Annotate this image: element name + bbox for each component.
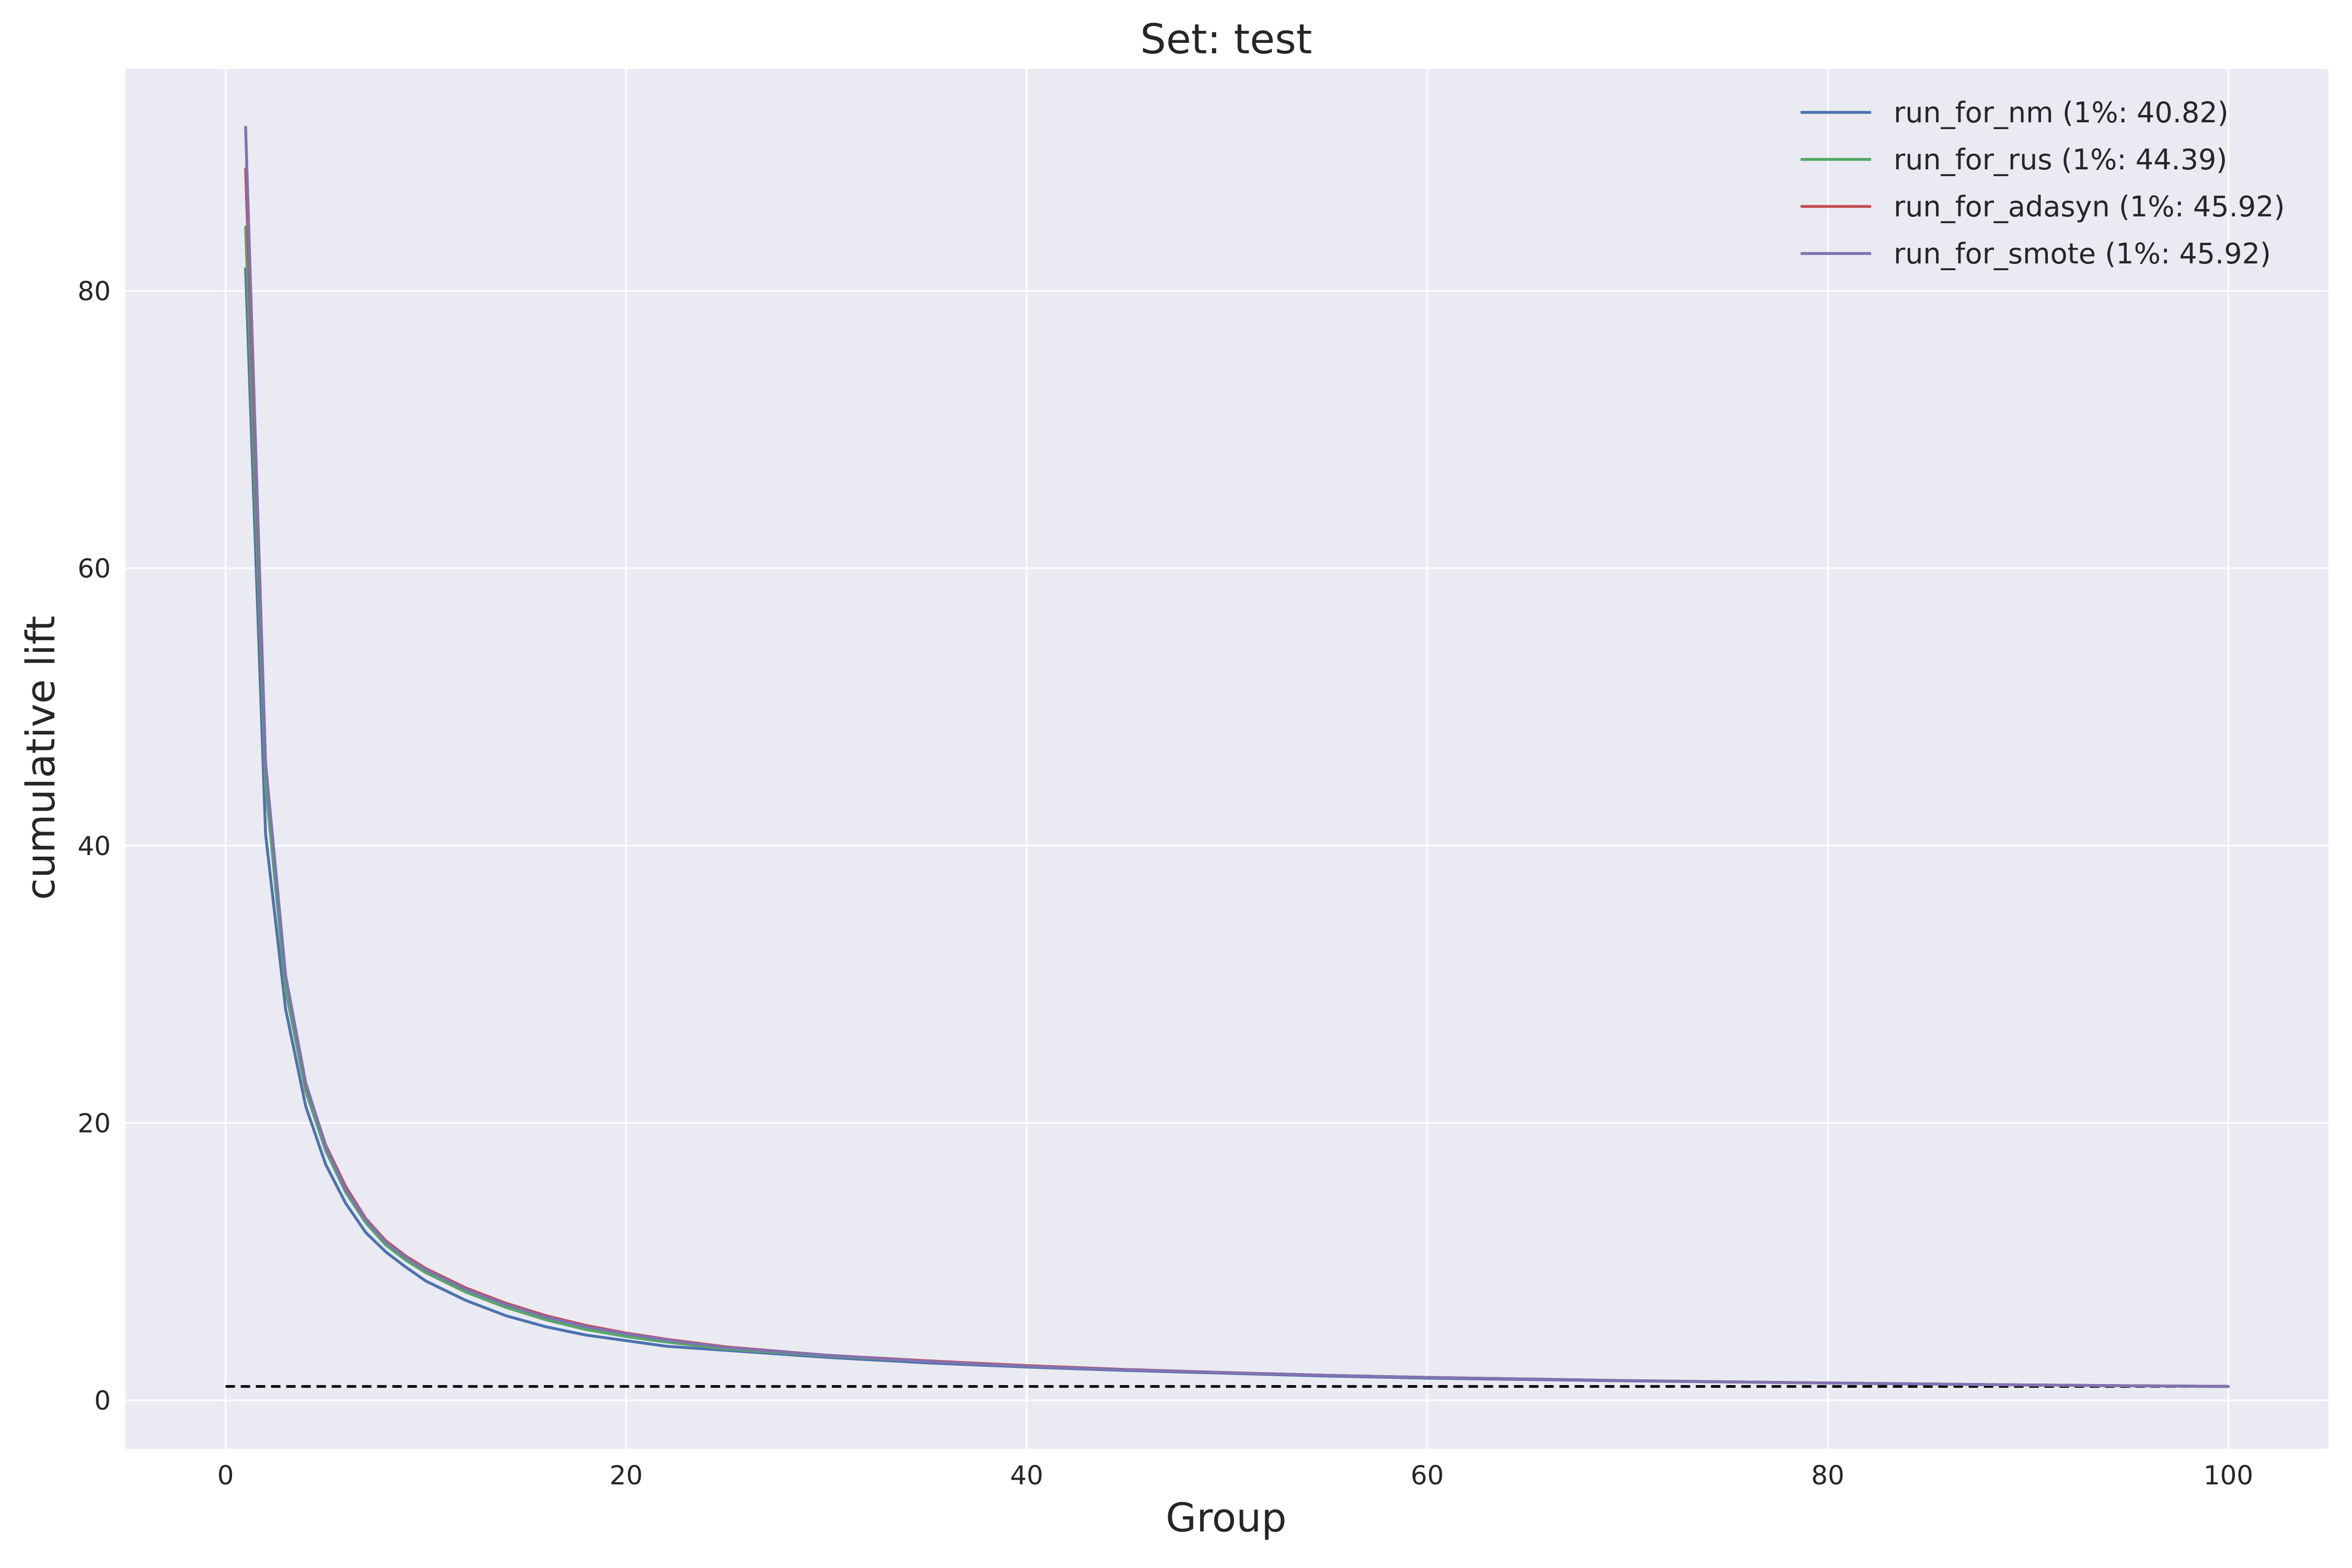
legend-label: run_for_rus (1%: 44.39) (1894, 143, 2227, 176)
plot-area (125, 69, 2328, 1449)
x-axis-title: Group (1166, 1494, 1286, 1541)
x-tick-labels: 0 20 40 60 80 100 (217, 1460, 2253, 1491)
chart-title: Set: test (1140, 16, 1312, 63)
y-tick-label: 0 (94, 1386, 111, 1416)
y-tick-labels: 0 20 40 60 80 (77, 276, 111, 1416)
x-tick-label: 80 (1811, 1460, 1844, 1491)
x-tick-label: 100 (2204, 1460, 2253, 1491)
legend-label: run_for_adasyn (1%: 45.92) (1894, 190, 2285, 223)
y-tick-label: 40 (77, 831, 111, 861)
y-tick-label: 60 (77, 554, 111, 584)
x-tick-label: 0 (217, 1460, 234, 1491)
legend: run_for_nm (1%: 40.82) run_for_rus (1%: 4… (1801, 96, 2285, 270)
y-tick-label: 80 (77, 276, 111, 307)
legend-label: run_for_smote (1%: 45.92) (1894, 237, 2271, 270)
grid-lines (125, 69, 2328, 1449)
y-tick-label: 20 (77, 1108, 111, 1138)
y-axis-title: cumulative lift (17, 616, 64, 900)
series-layer (244, 125, 2230, 1388)
series-line-4 (244, 125, 2230, 1388)
legend-label: run_for_nm (1%: 40.82) (1894, 96, 2229, 129)
x-tick-label: 40 (1010, 1460, 1044, 1491)
x-tick-label: 60 (1411, 1460, 1444, 1491)
x-tick-label: 20 (609, 1460, 643, 1491)
